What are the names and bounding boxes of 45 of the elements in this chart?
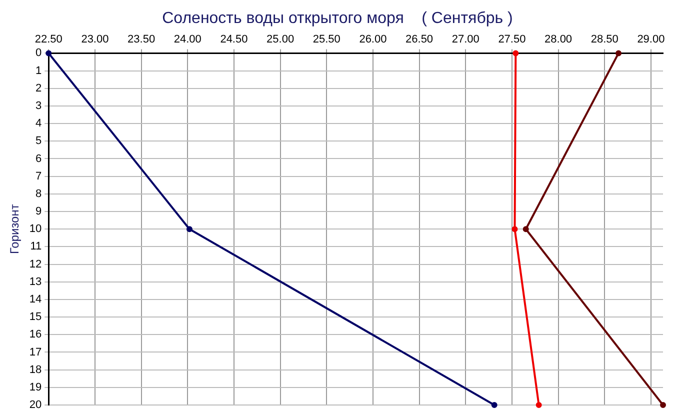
x-tick-label: 26.00	[359, 34, 387, 46]
y-tick-label: 1	[36, 64, 42, 77]
point	[512, 226, 518, 232]
point	[616, 50, 622, 56]
point	[536, 402, 542, 408]
point	[522, 226, 529, 232]
y-tick-label: 0	[36, 47, 42, 60]
x-tick-label: 27.50	[498, 34, 526, 46]
y-tick-label: 11	[30, 240, 42, 253]
x-tick-label: 29.00	[637, 34, 665, 46]
y-axis-title: Горизонт	[8, 204, 22, 254]
y-tick-label: 17	[29, 346, 42, 358]
x-tick-label: 23.50	[128, 34, 156, 46]
y-tick-label: 7	[36, 170, 42, 182]
y-tick-label: 5	[36, 135, 42, 148]
y-tick-label: 6	[36, 152, 42, 165]
x-tick-label: 23.00	[81, 34, 109, 46]
y-tick-label: 16	[29, 328, 42, 341]
y-tick-label: 12	[29, 258, 42, 270]
x-tick-label: 26.50	[406, 34, 434, 46]
point	[660, 402, 666, 408]
point	[46, 50, 52, 56]
y-tick-label: 2	[36, 82, 42, 94]
x-tick-label: 24.00	[174, 34, 202, 46]
point	[186, 226, 192, 232]
y-tick-label: 19	[29, 381, 42, 394]
y-tick-label: 10	[29, 223, 42, 236]
y-tick-label: 4	[36, 118, 42, 130]
x-tick-label: 22.50	[34, 34, 62, 46]
y-tick-label: 18	[29, 364, 42, 376]
y-tick-label: 15	[29, 311, 42, 324]
y-tick-label: 3	[36, 100, 42, 112]
x-tick-label: 28.00	[544, 34, 572, 46]
chart-title: Соленость воды открытого моря ( Сентябрь )	[161, 10, 514, 28]
y-tick-label: 9	[36, 206, 42, 218]
x-tick-label: 25.00	[266, 34, 294, 46]
x-tick-label: 24.50	[220, 34, 248, 46]
y-tick-label: 20	[29, 399, 42, 412]
y-tick-label: 8	[36, 188, 42, 200]
y-tick-label: 13	[29, 276, 42, 288]
x-tick-label: 25.50	[312, 34, 340, 46]
point	[491, 402, 498, 408]
x-tick-label: 27.00	[452, 34, 480, 46]
x-tick-label: 28.50	[590, 34, 618, 46]
y-tick-label: 14	[29, 293, 42, 306]
